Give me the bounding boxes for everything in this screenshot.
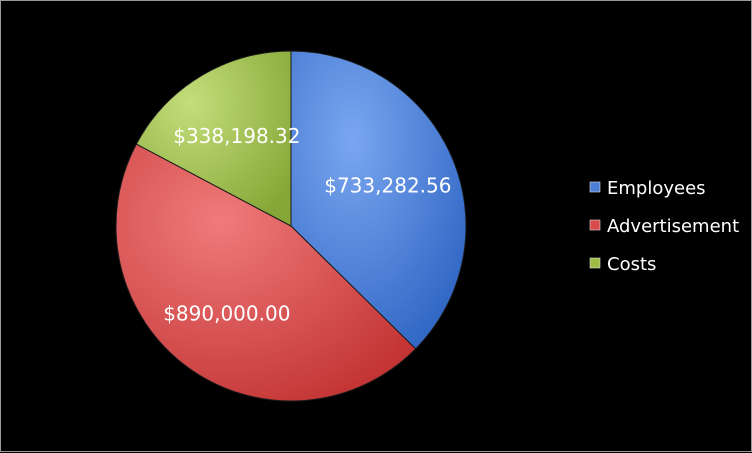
legend-label-costs: Costs [607, 254, 656, 275]
legend: Employees Advertisement Costs [589, 178, 739, 275]
legend-swatch-advertisement [589, 219, 601, 231]
legend-swatch-costs [589, 257, 601, 269]
pie-slice-costs [135, 50, 292, 227]
data-label-employees: $733,282.56 [324, 173, 451, 197]
pie-slices [115, 50, 467, 402]
pie-slice-advertisement [115, 143, 417, 402]
legend-swatch-employees [589, 181, 601, 193]
legend-label-employees: Employees [607, 178, 706, 199]
pie-data-labels: $733,282.56 $890,000.00 $338,198.32 [163, 124, 451, 325]
data-label-costs: $338,198.32 [173, 124, 300, 148]
legend-label-advertisement: Advertisement [607, 216, 739, 237]
pie-slice-employees [290, 50, 467, 350]
data-label-advertisement: $890,000.00 [163, 301, 290, 325]
